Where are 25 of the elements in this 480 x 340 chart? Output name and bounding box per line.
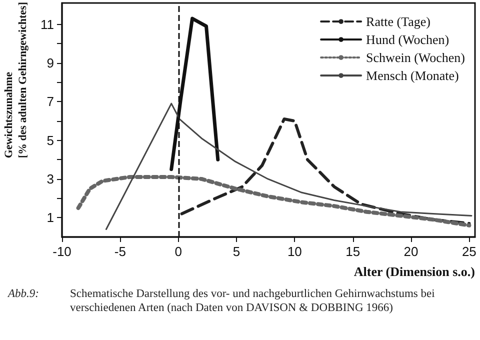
y-tick-label: 1 [46, 210, 54, 226]
y-tick-label: 7 [46, 94, 54, 110]
y-tick-label: 11 [40, 16, 54, 32]
x-tick-label: 25 [462, 244, 476, 259]
caption: Abb.9: [8, 287, 40, 302]
legend-label: Hund (Wochen) [366, 32, 450, 47]
x-tick-label: 10 [287, 244, 302, 259]
text: Schematische Darstellung des vor- und nachgeburtlichen Gehirnwachstums bei verschiedenen Arten (nach Daten von DAVISON & DOBBING 1966) [70, 287, 436, 315]
x-tick-label: -5 [114, 244, 126, 259]
y-tick-label: 3 [46, 171, 54, 186]
legend-label: Mensch (Monate) [366, 68, 459, 83]
line-series [180, 118, 471, 225]
legend-label: Schwein (Wochen) [366, 50, 466, 65]
x-tick-label: 15 [346, 244, 360, 259]
y-axis-title: Gewichtszunahme [% des adulten Gehirngewichtes] [3, 2, 29, 158]
x-tick-label: 0 [174, 244, 182, 259]
x-tick-label: 20 [404, 244, 418, 259]
x-tick-label: -10 [52, 244, 72, 259]
x-axis-title: Alter (Dimension s.o.) [354, 264, 475, 279]
y-tick-label: 9 [46, 55, 54, 70]
line-series [76, 175, 472, 228]
y-tick-label: 5 [46, 132, 54, 148]
x-tick-label: 5 [232, 244, 240, 259]
line-series [105, 102, 472, 230]
legend-label: Ratte (Tage) [366, 14, 430, 29]
